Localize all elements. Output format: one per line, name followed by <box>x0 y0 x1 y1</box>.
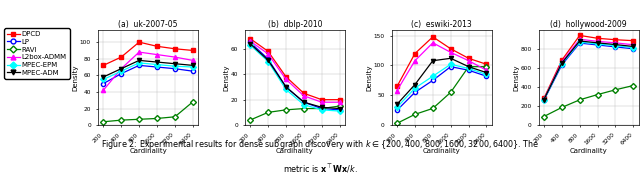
Title: (d)  hollywood-2009: (d) hollywood-2009 <box>550 20 627 29</box>
Title: (c)  eswiki-2013: (c) eswiki-2013 <box>412 20 472 29</box>
X-axis label: Cardinality: Cardinality <box>423 148 461 154</box>
Legend: DPCD, LP, RAVI, L2box-ADMM, MPEC-EPM, MPEC-ADM: DPCD, LP, RAVI, L2box-ADMM, MPEC-EPM, MP… <box>4 28 70 79</box>
Text: metric is $\mathbf{x}^\top\mathbf{W}\mathbf{x}/k$.: metric is $\mathbf{x}^\top\mathbf{W}\mat… <box>283 162 357 175</box>
X-axis label: Cardinality: Cardinality <box>276 148 314 154</box>
X-axis label: Cardinality: Cardinality <box>129 148 167 154</box>
Title: (a)  uk-2007-05: (a) uk-2007-05 <box>118 20 178 29</box>
X-axis label: Cardinality: Cardinality <box>570 148 607 154</box>
Y-axis label: Density: Density <box>366 64 372 91</box>
Y-axis label: Density: Density <box>223 64 229 91</box>
Title: (b)  dblp-2010: (b) dblp-2010 <box>268 20 322 29</box>
Y-axis label: Density: Density <box>513 64 519 91</box>
Text: Figure 2: Experimental results for dense subgraph discovery with $k \in \{200, 4: Figure 2: Experimental results for dense… <box>100 138 540 151</box>
Y-axis label: Density: Density <box>72 64 79 91</box>
